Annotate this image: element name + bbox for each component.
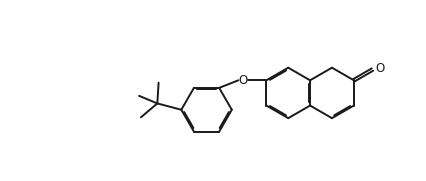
Text: O: O [239,74,248,87]
Text: O: O [376,62,385,75]
